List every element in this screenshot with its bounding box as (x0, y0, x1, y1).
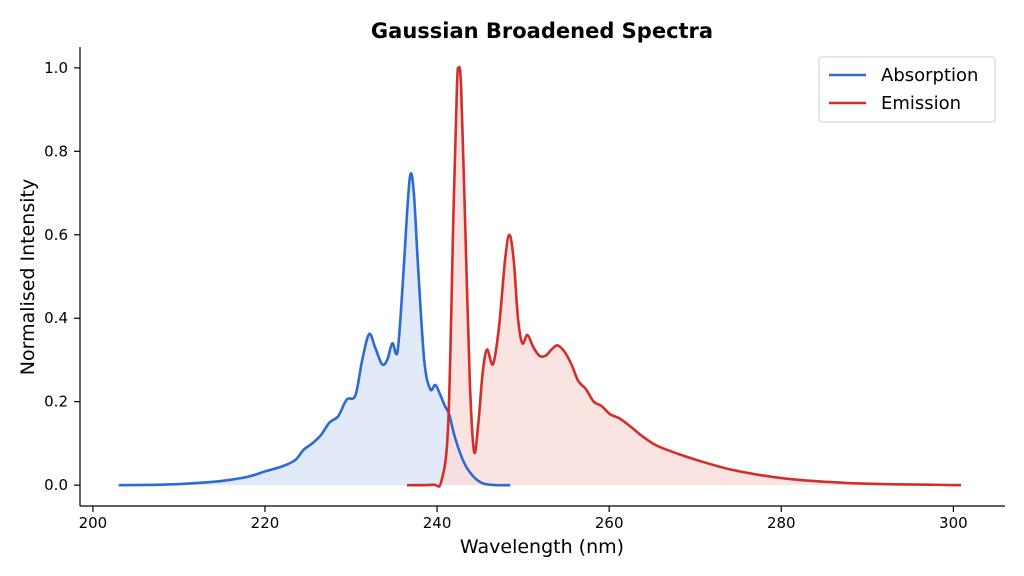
series-line-absorption (118, 172, 511, 487)
series-area-emission (406, 67, 962, 487)
x-tick-label: 280 (767, 514, 796, 532)
y-tick-label: 0.2 (44, 393, 68, 411)
x-axis-label: Wavelength (nm) (460, 536, 624, 558)
y-tick-label: 0.8 (44, 142, 68, 160)
legend-label-emission: Emission (881, 93, 961, 114)
legend-box (818, 56, 996, 123)
y-axis-ticks: 0.0 0.2 0.4 0.6 0.8 1.0 (44, 59, 80, 494)
x-tick-label: 300 (939, 514, 968, 532)
y-tick-label: 0.6 (44, 226, 68, 244)
legend-label-absorption: Absorption (881, 65, 978, 86)
y-tick-label: 0.4 (44, 309, 68, 327)
series-line-emission (406, 65, 962, 488)
x-tick-label: 240 (423, 514, 452, 532)
series-area-absorption (118, 173, 511, 486)
plot-area (118, 65, 962, 488)
x-tick-label: 200 (79, 514, 108, 532)
legend: Absorption Emission (818, 56, 996, 123)
y-tick-label: 1.0 (44, 59, 68, 77)
x-axis-ticks: 200 220 240 260 280 300 (79, 506, 968, 532)
x-tick-label: 220 (251, 514, 280, 532)
y-tick-label: 0.0 (44, 476, 68, 494)
y-axis-label: Normalised Intensity (17, 179, 39, 375)
x-tick-label: 260 (595, 514, 624, 532)
chart-title: Gaussian Broadened Spectra (371, 19, 713, 43)
